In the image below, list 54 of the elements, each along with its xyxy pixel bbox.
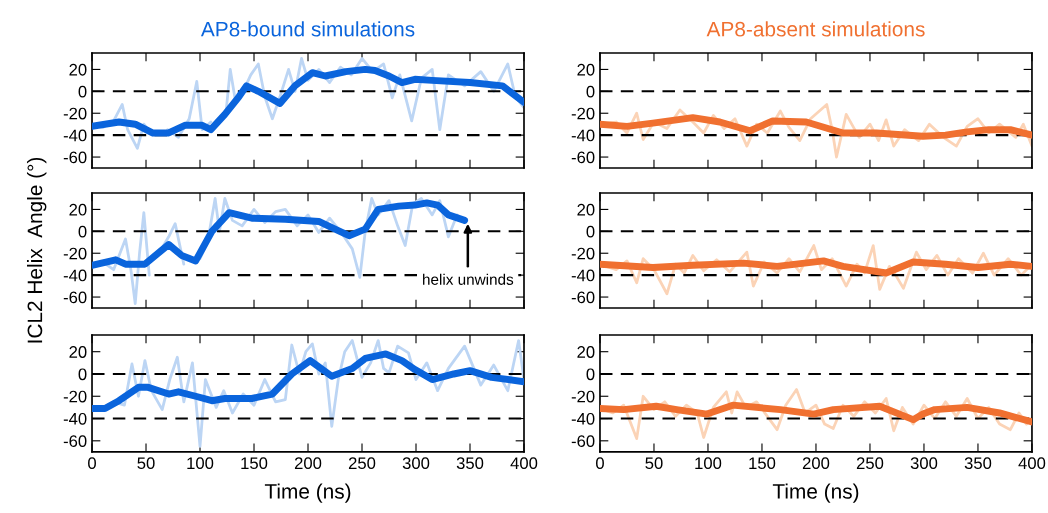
y-tick-label: -60 (63, 151, 87, 164)
x-tick-label: 100 (187, 457, 214, 470)
x-tick-label: 100 (695, 457, 722, 470)
y-tick-label: -20 (63, 390, 87, 403)
y-tick-label: -40 (571, 412, 595, 425)
y-tick-label: 20 (577, 346, 595, 358)
x-tick-label: 350 (964, 457, 992, 470)
x-tick-label: 300 (910, 457, 938, 470)
x-tick-label: 150 (241, 457, 268, 470)
y-tick-label: 0 (78, 225, 87, 238)
x-tick-label: 300 (402, 457, 430, 470)
x-tick-label: 0 (596, 457, 604, 470)
y-tick-label: -40 (63, 129, 87, 142)
x-tick-label: 0 (88, 457, 96, 470)
x-tick-label: 250 (348, 457, 376, 470)
y-tick-label: 20 (69, 203, 87, 216)
annotation: helix unwinds (423, 273, 514, 285)
chart-title: AP8-bound simulations (200, 21, 415, 37)
x-tick-label: 50 (137, 457, 155, 470)
x-tick-label: 400 (510, 457, 538, 470)
y-tick-label: -60 (571, 291, 595, 304)
y-tick-label: 20 (69, 63, 87, 76)
y-axis-title: ICL2 Helix Angle (°) (26, 157, 47, 343)
y-tick-label: -20 (63, 107, 87, 120)
x-tick-label: 350 (456, 457, 484, 470)
x-axis-title: Time (ns) (772, 483, 859, 503)
x-tick-label: 400 (1018, 457, 1046, 470)
y-tick-label: 20 (577, 203, 595, 216)
x-tick-label: 200 (294, 457, 322, 470)
y-tick-label: -40 (571, 129, 595, 142)
chart-title: AP8-absent simulations (706, 21, 925, 37)
y-tick-label: -60 (571, 151, 595, 164)
y-tick-label: -20 (571, 390, 595, 403)
y-tick-label: 0 (586, 225, 595, 238)
y-tick-label: -20 (571, 107, 595, 120)
y-tick-label: -60 (63, 435, 87, 448)
y-tick-label: -20 (571, 247, 595, 260)
y-tick-label: -40 (63, 269, 87, 282)
y-tick-label: -60 (571, 435, 595, 448)
x-tick-label: 150 (749, 457, 776, 470)
y-tick-label: -40 (571, 269, 595, 282)
y-tick-label: 20 (69, 346, 87, 358)
x-tick-label: 50 (645, 457, 663, 470)
y-tick-label: 0 (78, 368, 87, 381)
y-tick-label: 0 (586, 368, 595, 381)
y-tick-label: -40 (63, 412, 87, 425)
x-axis-title: Time (ns) (264, 483, 351, 503)
y-tick-label: 20 (577, 63, 595, 76)
y-tick-label: 0 (586, 85, 595, 98)
y-tick-label: 0 (78, 85, 87, 98)
x-tick-label: 250 (856, 457, 884, 470)
x-tick-label: 200 (802, 457, 830, 470)
y-tick-label: -20 (63, 247, 87, 260)
y-tick-label: -60 (63, 291, 87, 304)
